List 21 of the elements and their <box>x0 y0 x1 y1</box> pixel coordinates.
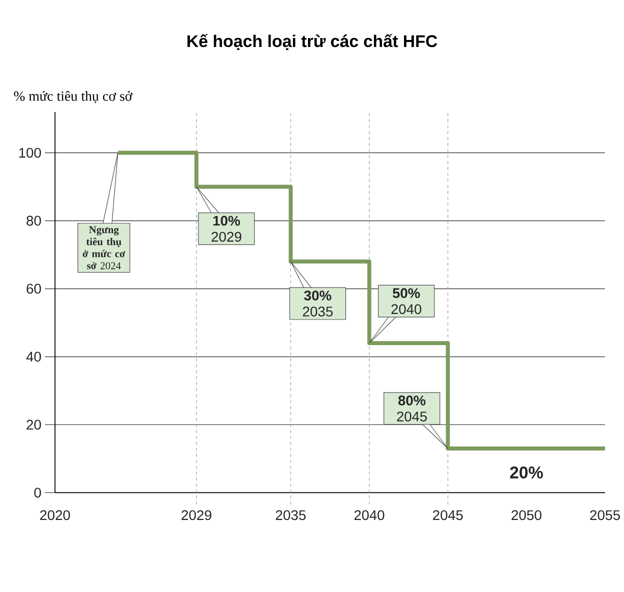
y-tick-label: 40 <box>26 352 41 362</box>
chart-title: Kế hoạch loại trừ các chất HFC <box>187 34 438 50</box>
y-tick-label: 80 <box>26 216 41 226</box>
x-tick-label: 2020 <box>40 510 70 520</box>
x-tick-label: 2050 <box>512 510 542 520</box>
annotation: Ngưng tiêu thụ ở mức cơ sở 2024 <box>82 226 126 270</box>
annotation: 20% <box>510 466 543 478</box>
x-tick-label: 2045 <box>433 510 463 520</box>
x-tick-label: 2035 <box>276 510 306 520</box>
y-tick-label: 100 <box>19 148 41 158</box>
annotation: 10% 2029 <box>212 216 242 242</box>
annotation: 50% 2040 <box>391 288 422 314</box>
x-tick-label: 2055 <box>590 510 620 520</box>
x-tick-label: 2040 <box>354 510 384 520</box>
y-tick-label: 0 <box>34 488 41 498</box>
annotation: 30% 2035 <box>302 290 333 317</box>
y-tick-label: 60 <box>26 284 41 294</box>
x-tick-label: 2029 <box>182 510 212 520</box>
y-tick-label: 20 <box>26 420 41 430</box>
annotation: 80% 2045 <box>397 396 427 422</box>
y-axis-title: % mức tiêu thụ cơ sở <box>14 90 132 103</box>
